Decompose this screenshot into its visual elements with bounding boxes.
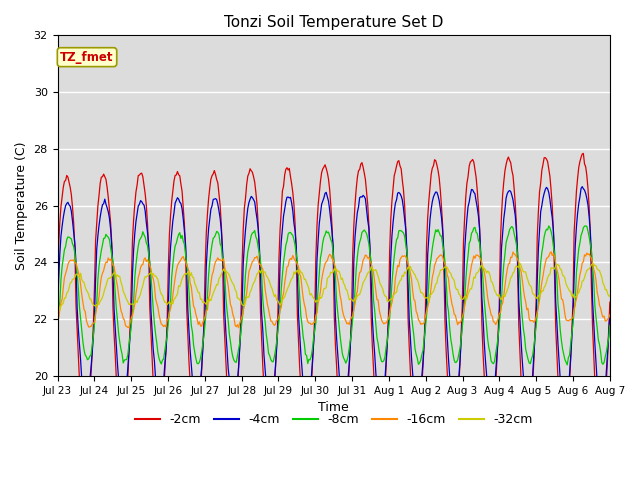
-16cm (606, 312, 614, 318)
-4cm (54, 312, 61, 318)
-4cm (606, 312, 614, 318)
-32cm (364, 270, 372, 276)
-8cm (54, 323, 61, 329)
-8cm (287, 229, 294, 235)
-16cm (364, 255, 372, 261)
-32cm (54, 302, 61, 308)
-2cm (556, 400, 563, 406)
Line: -32cm: -32cm (58, 264, 610, 311)
-16cm (225, 293, 233, 299)
-8cm (460, 312, 467, 318)
-32cm (227, 276, 234, 281)
-4cm (225, 376, 233, 382)
Line: -16cm: -16cm (58, 252, 610, 328)
Line: -4cm: -4cm (58, 187, 610, 410)
-2cm (460, 240, 467, 246)
Legend: -2cm, -4cm, -8cm, -16cm, -32cm: -2cm, -4cm, -8cm, -16cm, -32cm (129, 408, 538, 431)
-16cm (54, 321, 61, 327)
-4cm (524, 408, 532, 413)
-2cm (363, 189, 371, 194)
-32cm (56, 308, 63, 313)
-16cm (390, 289, 398, 295)
-16cm (557, 296, 565, 302)
X-axis label: Time: Time (318, 401, 349, 414)
-32cm (461, 293, 468, 299)
-16cm (235, 325, 243, 331)
-16cm (288, 257, 296, 263)
-8cm (389, 265, 397, 271)
-32cm (557, 267, 565, 273)
-2cm (606, 299, 614, 305)
-32cm (606, 293, 614, 299)
Y-axis label: Soil Temperature (C): Soil Temperature (C) (15, 142, 28, 270)
-16cm (547, 249, 555, 255)
-32cm (516, 261, 524, 266)
-32cm (288, 276, 296, 282)
-4cm (579, 184, 586, 190)
-8cm (556, 327, 564, 333)
-2cm (225, 419, 233, 424)
-8cm (606, 323, 614, 328)
-2cm (54, 300, 61, 305)
-4cm (363, 206, 371, 212)
-8cm (363, 231, 371, 237)
Title: Tonzi Soil Temperature Set D: Tonzi Soil Temperature Set D (224, 15, 444, 30)
Line: -2cm: -2cm (58, 154, 610, 447)
Line: -8cm: -8cm (58, 226, 610, 365)
-2cm (579, 151, 587, 156)
-4cm (556, 377, 564, 383)
-8cm (563, 362, 571, 368)
-8cm (225, 331, 233, 337)
Text: TZ_fmet: TZ_fmet (60, 51, 114, 64)
-4cm (460, 297, 467, 302)
-2cm (597, 444, 605, 450)
-2cm (389, 185, 397, 191)
-4cm (389, 219, 397, 225)
-16cm (461, 304, 468, 310)
-4cm (287, 194, 294, 200)
-8cm (545, 223, 552, 229)
-2cm (287, 174, 294, 180)
-32cm (390, 291, 398, 297)
